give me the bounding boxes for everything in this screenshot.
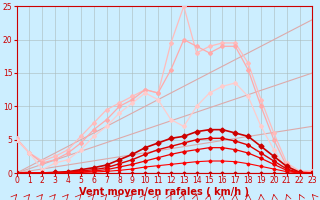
X-axis label: Vent moyen/en rafales ( km/h ): Vent moyen/en rafales ( km/h ) xyxy=(79,187,250,197)
